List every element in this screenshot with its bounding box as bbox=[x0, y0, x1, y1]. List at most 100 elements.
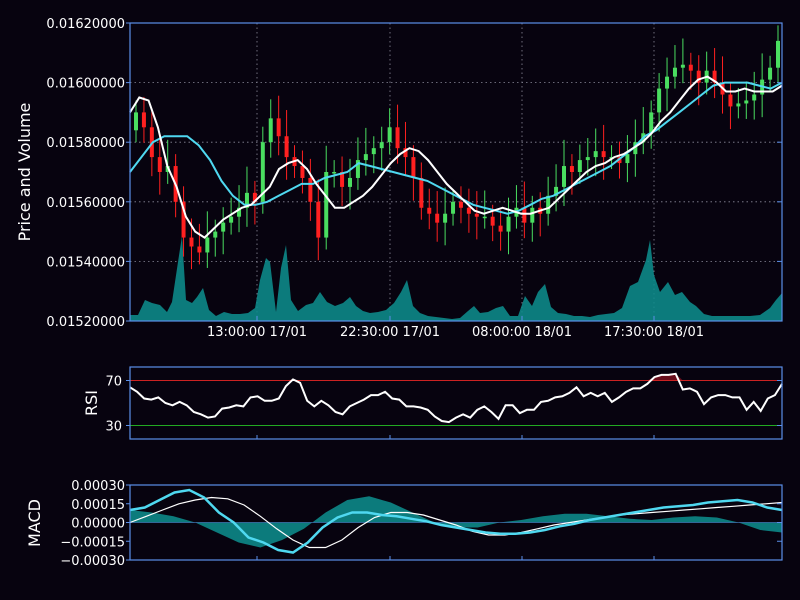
candle-body bbox=[403, 148, 408, 158]
candle-body bbox=[451, 201, 456, 214]
candle-body bbox=[189, 237, 194, 247]
candle-body bbox=[141, 112, 146, 128]
candle-body bbox=[395, 127, 400, 149]
candlestick bbox=[435, 191, 440, 242]
candle-body bbox=[554, 186, 559, 196]
candle-body bbox=[205, 237, 210, 253]
price-x-tick-label: 17:30:00 18/01 bbox=[604, 325, 704, 340]
macd-histogram-area bbox=[130, 496, 782, 548]
candlestick bbox=[466, 188, 471, 233]
candlestick bbox=[443, 187, 448, 246]
candlestick bbox=[482, 190, 487, 229]
candle-body bbox=[134, 112, 138, 131]
macd-y-tick-label: 0.00015 bbox=[71, 498, 125, 513]
macd-panel: 0.00030 0.00015 0.00000 −0.00015 −0.00030 MA… bbox=[25, 479, 783, 569]
candle-body bbox=[665, 76, 670, 89]
rsi-layer bbox=[129, 372, 783, 426]
candlestick bbox=[300, 150, 305, 194]
candle-body bbox=[308, 177, 313, 202]
candlestick bbox=[229, 197, 234, 235]
candle-body bbox=[244, 192, 249, 208]
candle-body bbox=[252, 192, 257, 202]
candle-body bbox=[332, 172, 337, 174]
rsi-y-axis-label: RSI bbox=[82, 390, 101, 416]
candlestick bbox=[419, 162, 424, 220]
candlestick bbox=[403, 121, 408, 177]
candle-body bbox=[744, 100, 749, 104]
candlestick bbox=[752, 71, 757, 120]
candle-body bbox=[363, 154, 368, 161]
candle-body bbox=[427, 207, 432, 214]
candlestick bbox=[363, 127, 368, 176]
candle-body bbox=[229, 216, 234, 223]
candle-body bbox=[498, 225, 503, 232]
candle-body bbox=[157, 157, 162, 172]
candlestick bbox=[585, 138, 590, 176]
macd-signal-line bbox=[129, 496, 783, 549]
price-x-tick-label: 22:30:00 17/01 bbox=[340, 325, 440, 340]
candlestick bbox=[252, 180, 257, 225]
candlestick bbox=[316, 179, 321, 261]
candlestick bbox=[276, 95, 281, 156]
candlestick bbox=[348, 158, 352, 210]
candlestick bbox=[593, 128, 598, 177]
candle-body bbox=[316, 201, 321, 238]
candlestick bbox=[268, 99, 273, 158]
price-y-tick-label: 0.01620000 bbox=[46, 17, 125, 32]
candlestick bbox=[649, 100, 654, 149]
candle-body bbox=[268, 118, 273, 143]
macd-y-tick-label: −0.00015 bbox=[60, 535, 125, 550]
price-y-axis: 0.01520000 0.01540000 0.01560000 0.01580000… bbox=[46, 17, 782, 330]
candle-body bbox=[348, 177, 352, 187]
candle-body bbox=[569, 166, 574, 172]
candlestick bbox=[522, 181, 527, 239]
candlestick bbox=[427, 188, 432, 230]
candlestick bbox=[197, 223, 202, 265]
macd-y-axis: 0.00030 0.00015 0.00000 −0.00015 −0.00030 bbox=[60, 479, 782, 569]
ma-fast-line bbox=[129, 75, 783, 239]
candle-body bbox=[340, 172, 345, 187]
candle-body bbox=[237, 207, 242, 217]
macd-line bbox=[129, 488, 783, 554]
candle-body bbox=[752, 94, 757, 101]
candlestick bbox=[134, 100, 138, 143]
candle-body bbox=[387, 127, 392, 143]
rsi-line bbox=[129, 372, 783, 424]
candle-body bbox=[530, 207, 535, 223]
candle-body bbox=[443, 213, 448, 223]
macd-layer bbox=[129, 488, 783, 554]
candle-body bbox=[585, 157, 590, 161]
candle-body bbox=[482, 216, 487, 219]
candlestick bbox=[395, 104, 400, 164]
candlestick bbox=[680, 38, 685, 84]
rsi-y-tick-label: 30 bbox=[105, 420, 122, 435]
candle-body bbox=[197, 246, 202, 253]
candle-body bbox=[601, 151, 606, 158]
candle-body bbox=[688, 64, 693, 71]
candlestick bbox=[546, 176, 551, 226]
candle-body bbox=[181, 201, 186, 238]
candle-body bbox=[221, 222, 226, 232]
price-panel-frame bbox=[129, 22, 783, 322]
candle-body bbox=[577, 160, 582, 172]
candlestick bbox=[451, 189, 456, 226]
candle-body bbox=[736, 103, 741, 107]
candlestick bbox=[157, 134, 162, 195]
macd-y-axis-label: MACD bbox=[25, 499, 44, 547]
ma-slow-line bbox=[129, 81, 783, 215]
candle-body bbox=[672, 67, 677, 77]
candlestick bbox=[284, 110, 289, 180]
candle-body bbox=[649, 112, 654, 134]
price-y-axis-label: Price and Volume bbox=[15, 103, 34, 242]
candlestick bbox=[688, 52, 693, 90]
candle-body bbox=[728, 94, 733, 107]
price-x-tick-label: 08:00:00 18/01 bbox=[472, 325, 572, 340]
candlestick bbox=[379, 126, 384, 171]
candle-body bbox=[276, 118, 281, 137]
candle-body bbox=[562, 166, 566, 187]
candle-body bbox=[213, 231, 218, 238]
candle-body bbox=[435, 213, 440, 223]
macd-y-tick-label: 0.00000 bbox=[71, 517, 125, 532]
candle-body bbox=[696, 70, 701, 83]
